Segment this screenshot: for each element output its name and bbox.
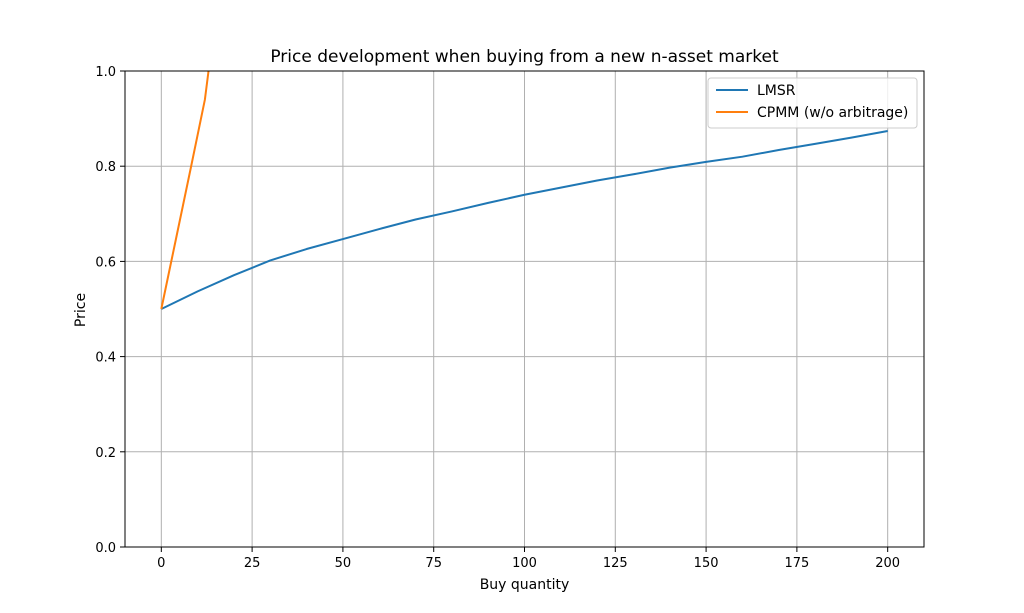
- y-tick-label: 0.2: [95, 446, 116, 461]
- x-tick-label: 75: [425, 556, 442, 571]
- y-tick-label: 0.0: [95, 541, 116, 556]
- x-tick-label: 25: [244, 556, 261, 571]
- series-line-lmsr: [160, 129, 888, 310]
- y-tick-label: 1.0: [95, 65, 116, 80]
- x-tick-label: 175: [784, 556, 809, 571]
- y-tick-label: 0.8: [95, 160, 116, 175]
- y-axis-label: Price: [73, 293, 89, 327]
- x-tick-label: 150: [694, 556, 719, 571]
- x-tick-label: 0: [157, 556, 165, 571]
- y-tick-label: 0.4: [95, 351, 116, 366]
- chart-title: Price development when buying from a new…: [270, 47, 779, 67]
- legend-label-cpmm: CPMM (w/o arbitrage): [757, 105, 908, 121]
- x-tick-label: 200: [875, 556, 900, 571]
- x-tick-label: 125: [603, 556, 628, 571]
- y-tick-label: 0.6: [95, 255, 116, 270]
- data-series: [160, 71, 888, 310]
- axes: 0 25 50 75 100 125 150 175 200 0.0 0.2 0.4 0.6 0.8 1.0: [95, 65, 925, 571]
- x-axis-label: Buy quantity: [480, 577, 570, 593]
- x-tick-label: 100: [512, 556, 537, 571]
- legend-frame: [707, 77, 918, 129]
- legend: LMSR CPMM (w/o arbitrage): [707, 77, 918, 129]
- legend-label-lmsr: LMSR: [757, 83, 796, 99]
- series-line-cpmm-w-o-arbitrage: [160, 71, 210, 310]
- x-tick-label: 50: [335, 556, 352, 571]
